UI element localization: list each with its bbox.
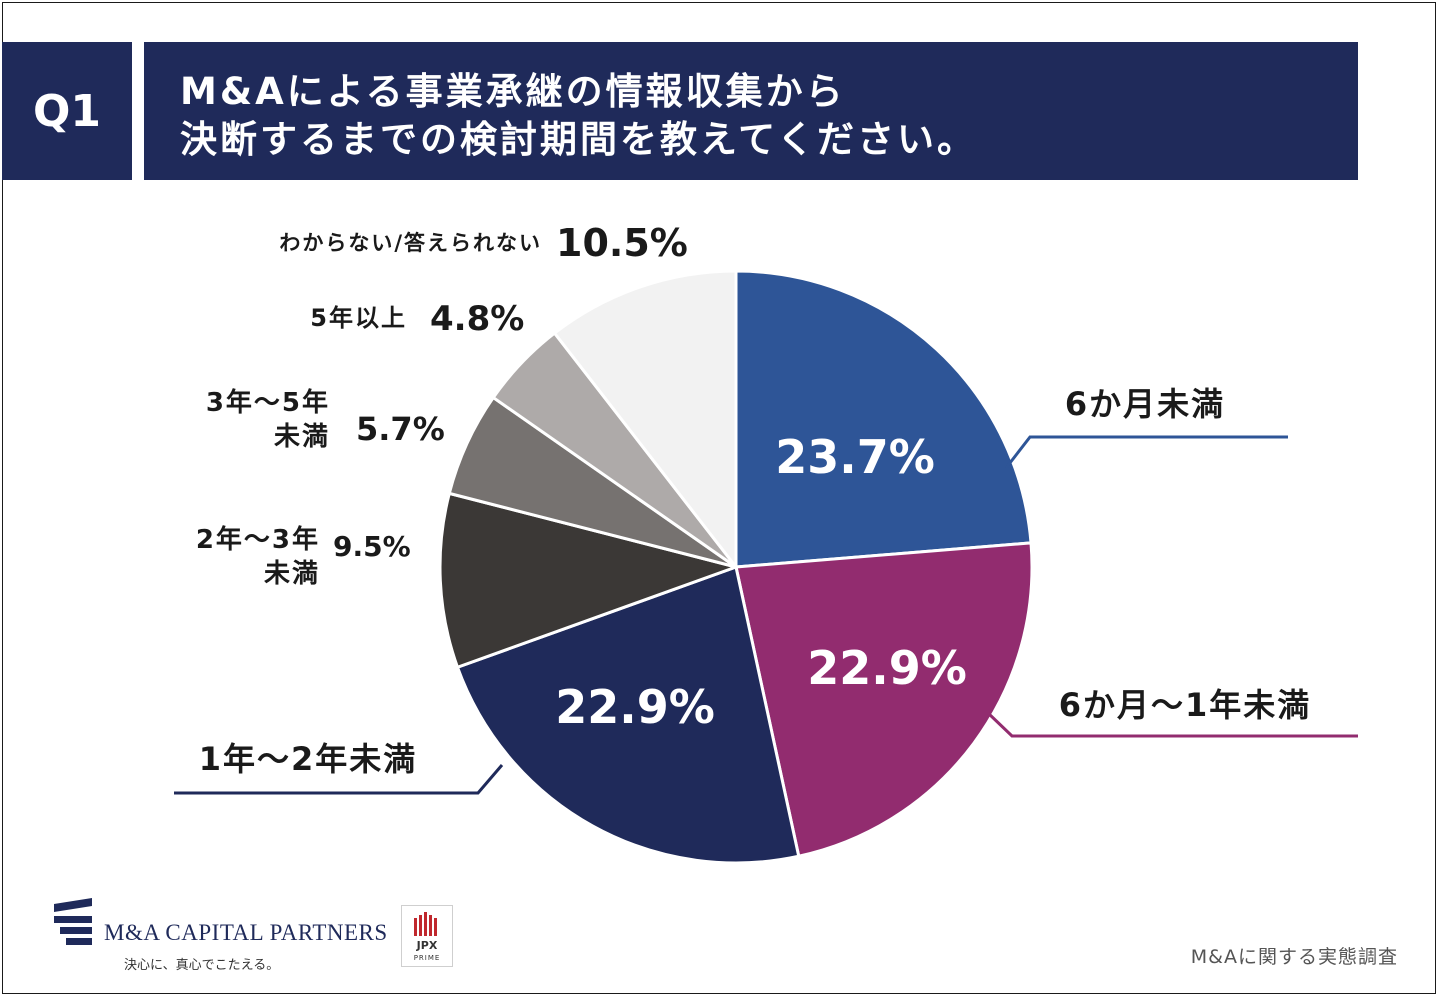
question-badge: Q1 xyxy=(2,42,132,180)
slice-value-5: 5.7% xyxy=(356,410,445,448)
survey-name: M&Aに関する実態調査 xyxy=(1190,946,1398,968)
slice-value-2: 22.9% xyxy=(807,641,967,695)
slice-label-3: 1年～2年未満 xyxy=(199,740,418,778)
question-title-line-2: 決断するまでの検討期間を教えてください。 xyxy=(180,118,978,161)
pie-slice-1 xyxy=(734,269,1033,569)
question-title-line-1: M&Aによる事業承継の情報収集から xyxy=(180,70,846,113)
pie-slice-4 xyxy=(438,491,742,670)
pie-slice-3 xyxy=(455,565,801,865)
slice-value-1: 23.7% xyxy=(775,430,935,484)
company-tagline: 決心に、真心でこたえる。 xyxy=(124,958,280,973)
slice-label-6: 5年以上 xyxy=(310,304,407,332)
pie-slice-2 xyxy=(734,541,1034,859)
company-logo-mark-icon xyxy=(54,898,92,945)
question-title: M&Aによる事業承継の情報収集から 決断するまでの検討期間を教えてください。 xyxy=(144,42,1358,180)
jpx-bars-icon xyxy=(414,912,437,936)
leader-line-1 xyxy=(1004,435,1288,469)
slice-value-3: 22.9% xyxy=(555,680,715,734)
slice-label-1: 6か月未満 xyxy=(1065,385,1225,423)
slice-value-7: 10.5% xyxy=(556,221,688,265)
slice-value-6: 4.8% xyxy=(430,299,524,339)
slice-label-7: わからない/答えられない xyxy=(279,231,542,255)
company-name: M&A CAPITAL PARTNERS xyxy=(104,920,388,945)
jpx-prime-label: PRIME xyxy=(413,954,441,962)
slice-label-5: 3年～5年未満 xyxy=(206,387,330,452)
slice-label-2: 6か月～1年未満 xyxy=(1059,686,1312,724)
leader-line-2 xyxy=(986,711,1358,738)
leader-line-3 xyxy=(174,764,504,795)
company-logo: M&A CAPITAL PARTNERS 決心に、真心でこたえる。 xyxy=(48,896,387,976)
slice-label-4: 2年～3年未満 xyxy=(196,524,320,589)
jpx-label: JPX xyxy=(416,939,438,952)
pie-slice-7 xyxy=(552,269,738,572)
slice-value-4: 9.5% xyxy=(333,530,411,563)
jpx-prime-badge: JPX PRIME xyxy=(401,905,453,967)
